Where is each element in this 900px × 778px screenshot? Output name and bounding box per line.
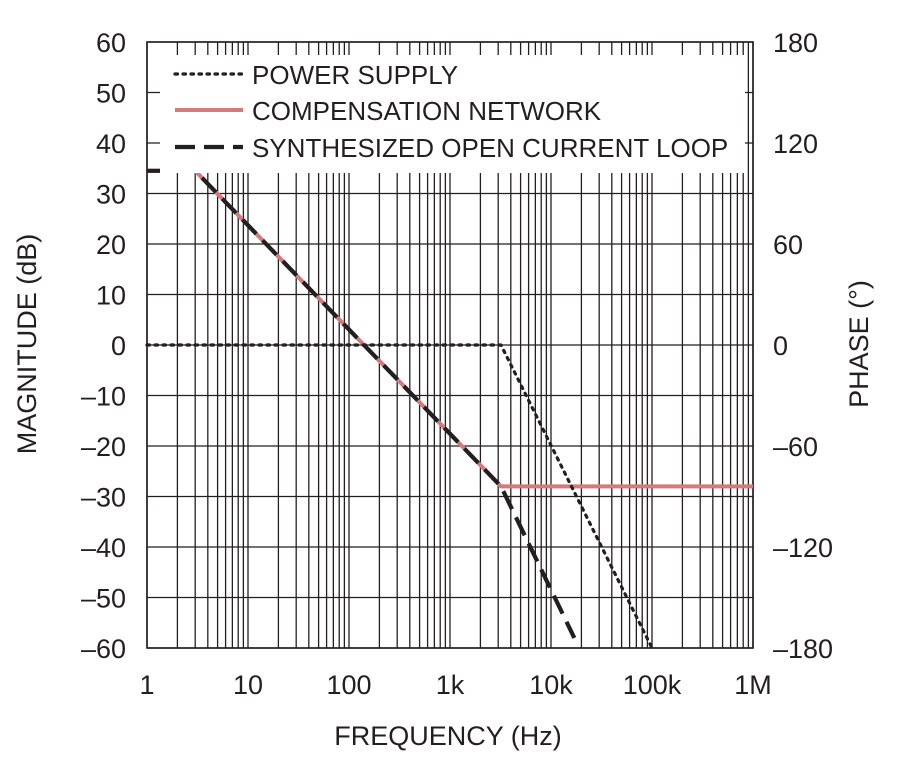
x-tick-label: 100 — [326, 670, 371, 700]
x-tick-label: 10k — [529, 670, 573, 700]
y2-tick-label: 120 — [773, 129, 818, 159]
y-axis-title: MAGNITUDE (dB) — [12, 234, 42, 455]
y-tick-label: –10 — [81, 382, 126, 412]
y-tick-label: –30 — [81, 483, 126, 513]
y2-tick-label: 180 — [773, 28, 818, 58]
legend-label: POWER SUPPLY — [252, 60, 458, 90]
y2-tick-label: 60 — [773, 230, 803, 260]
x-axis-title: FREQUENCY (Hz) — [334, 721, 562, 751]
y-tick-label: 0 — [111, 331, 126, 361]
y-tick-label: 50 — [96, 79, 126, 109]
x-tick-label: 100k — [623, 670, 682, 700]
x-tick-label: 1k — [436, 670, 465, 700]
y2-tick-label: –60 — [773, 432, 818, 462]
y-tick-label: 40 — [96, 129, 126, 159]
legend-label: COMPENSATION NETWORK — [252, 96, 602, 126]
x-tick-labels: 1 10 100 1k 10k 100k 1M — [139, 670, 771, 700]
y-tick-label: 60 — [96, 28, 126, 58]
y-tick-label: –50 — [81, 584, 126, 614]
legend: POWER SUPPLY COMPENSATION NETWORK SYNTHESI… — [160, 55, 745, 173]
y-tick-label: –40 — [81, 533, 126, 563]
y-tick-label: 10 — [96, 281, 126, 311]
y-tick-label: 20 — [96, 230, 126, 260]
y2-tick-labels: 180 120 60 0 –60 –120 –180 — [773, 28, 833, 664]
legend-label: SYNTHESIZED OPEN CURRENT LOOP — [252, 133, 728, 163]
y-tick-label: 30 — [96, 180, 126, 210]
series-power-supply — [145, 343, 654, 650]
x-tick-label: 1M — [734, 670, 772, 700]
legend-background — [160, 55, 745, 173]
y-tick-label: –20 — [81, 432, 126, 462]
y2-axis-title: PHASE (°) — [844, 280, 874, 408]
x-tick-label: 10 — [233, 670, 263, 700]
y-tick-labels: 60 50 40 30 20 10 0 –10 –20 –30 –40 –50 –60 — [81, 28, 126, 664]
series-synthesized-open-current-loop — [147, 168, 577, 639]
y2-tick-label: 0 — [773, 331, 788, 361]
y2-tick-label: –120 — [773, 533, 833, 563]
y2-tick-label: –180 — [773, 634, 833, 664]
y-tick-label: –60 — [81, 634, 126, 664]
x-tick-label: 1 — [139, 670, 154, 700]
